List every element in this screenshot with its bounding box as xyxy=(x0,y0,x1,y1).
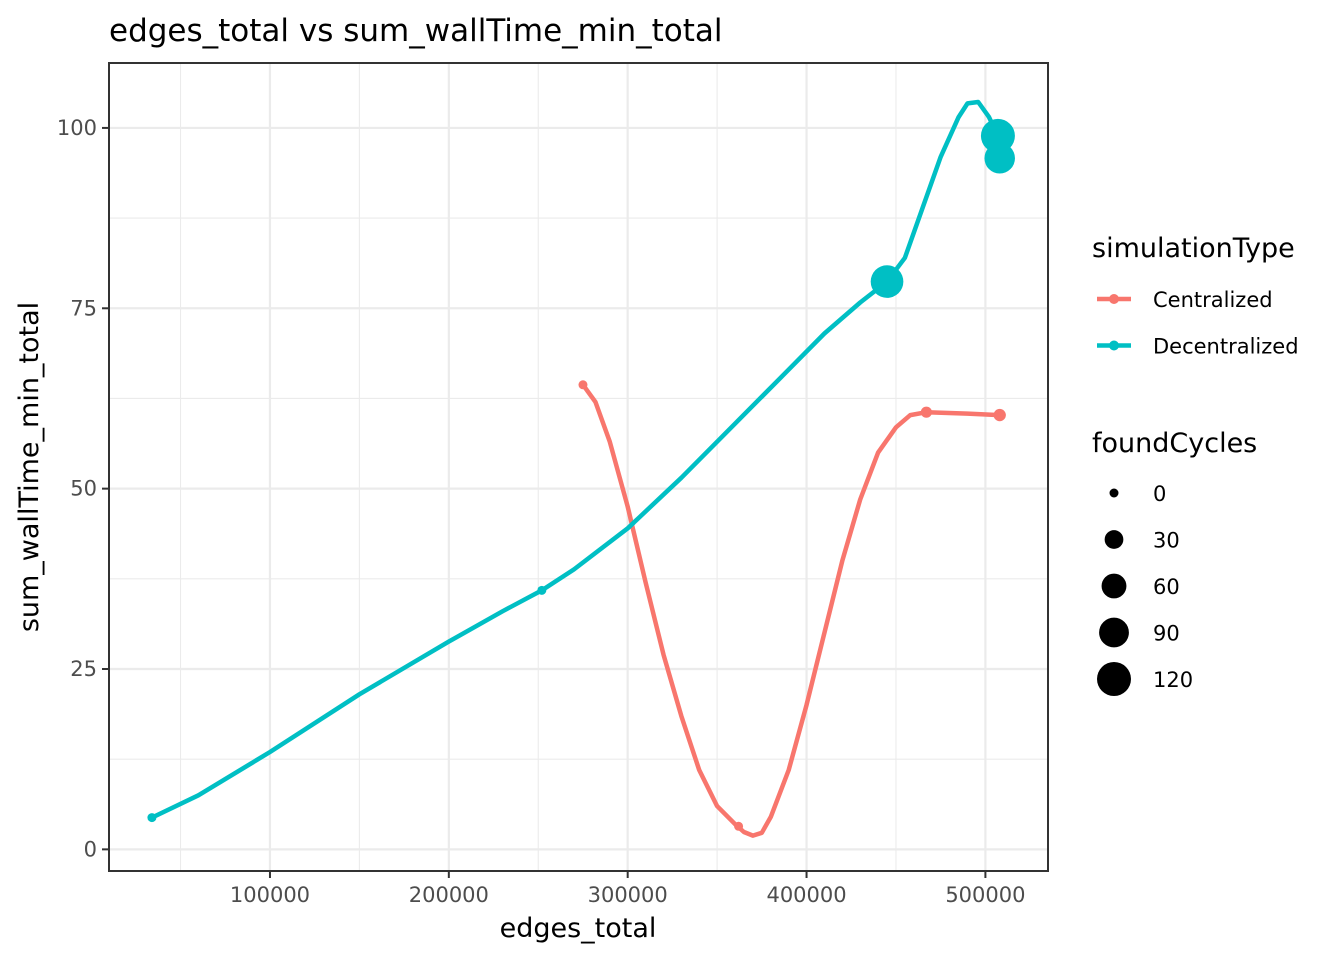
y-tick-label: 0 xyxy=(84,837,97,861)
x-tick-label: 100000 xyxy=(230,883,310,907)
legend-found-cycles: foundCycles 0 30 60 90 120 xyxy=(1092,428,1257,696)
legend-title-simulation-type: simulationType xyxy=(1092,233,1295,264)
legend-size-key xyxy=(1109,488,1119,498)
series-points xyxy=(147,118,1015,831)
legend-size-label: 90 xyxy=(1153,622,1180,646)
legend-key-point xyxy=(1109,294,1119,304)
x-tick-label: 500000 xyxy=(945,883,1025,907)
data-point-centralized xyxy=(920,406,932,418)
y-tick-label: 100 xyxy=(57,116,97,140)
data-point-decentralized xyxy=(147,813,157,823)
chart-title: edges_total vs sum_wallTime_min_total xyxy=(109,13,723,49)
legend-size-key xyxy=(1099,617,1129,648)
x-tick-label: 400000 xyxy=(766,883,846,907)
series-line-centralized xyxy=(580,382,1002,838)
legend-size-label: 30 xyxy=(1153,529,1180,553)
data-point-decentralized xyxy=(870,265,904,298)
y-axis: 0 25 50 75 100 xyxy=(57,116,109,861)
legend-size-key xyxy=(1097,662,1131,696)
x-tick-label: 300000 xyxy=(588,883,668,907)
legend-size-label: 120 xyxy=(1153,668,1193,692)
data-point-decentralized xyxy=(537,585,547,595)
series-line-decentralized xyxy=(149,99,1002,820)
legend-title-found-cycles: foundCycles xyxy=(1092,428,1257,459)
panel-frame xyxy=(108,62,1049,872)
y-axis-title: sum_wallTime_min_total xyxy=(14,302,45,632)
legend-simulation-type: simulationType Centralized Decentralized xyxy=(1092,233,1299,359)
data-point-centralized xyxy=(993,408,1006,422)
legend-size-label: 60 xyxy=(1153,575,1180,599)
data-point-decentralized xyxy=(984,142,1015,174)
legend-size-key xyxy=(1101,573,1127,599)
legend-label: Decentralized xyxy=(1153,335,1299,359)
data-point-centralized xyxy=(734,821,744,831)
x-tick-label: 200000 xyxy=(409,883,489,907)
y-tick-label: 75 xyxy=(70,296,97,320)
grid-minor xyxy=(109,63,1048,871)
panel-border xyxy=(108,62,1049,872)
legend-size-key xyxy=(1104,530,1124,549)
grid-major xyxy=(109,63,1048,871)
data-point-centralized xyxy=(578,380,588,390)
x-axis-title: edges_total xyxy=(500,913,657,944)
legend-size-label: 0 xyxy=(1153,482,1166,506)
data-point-decentralized xyxy=(980,118,1015,153)
y-tick-label: 25 xyxy=(70,657,97,681)
y-tick-label: 50 xyxy=(70,477,97,501)
legend-key-point xyxy=(1109,340,1119,351)
legend-label: Centralized xyxy=(1153,288,1273,312)
plot-area xyxy=(109,63,1048,871)
series-curves xyxy=(149,99,1002,838)
plot-background xyxy=(109,63,1048,871)
x-axis: 100000 200000 300000 400000 500000 xyxy=(230,871,1025,907)
